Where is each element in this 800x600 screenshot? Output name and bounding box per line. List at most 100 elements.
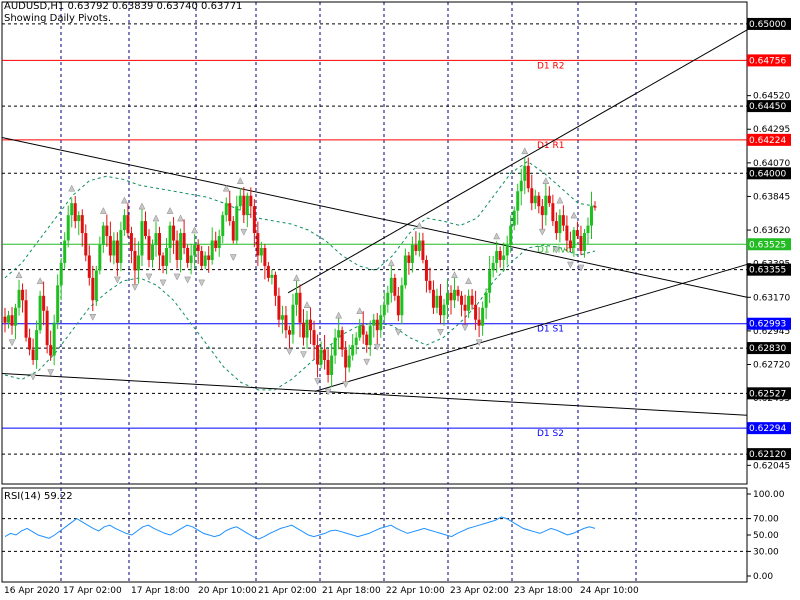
candle-body bbox=[488, 270, 492, 293]
candle-body bbox=[266, 265, 270, 278]
level-price-box bbox=[747, 387, 791, 400]
trend-line bbox=[314, 263, 748, 392]
candle-body bbox=[365, 334, 369, 346]
candle-body bbox=[547, 195, 551, 204]
candle-body bbox=[456, 289, 460, 296]
candle-body bbox=[45, 310, 49, 346]
y-tick-label: 0.62945 bbox=[753, 327, 790, 337]
candle-body bbox=[382, 304, 386, 316]
candle-body bbox=[516, 191, 520, 211]
candle-body bbox=[10, 315, 14, 326]
fractal-up-arrow bbox=[303, 301, 311, 308]
y-tick-label: 0.63620 bbox=[753, 226, 790, 236]
candle-body bbox=[168, 225, 172, 248]
candle-body bbox=[179, 233, 183, 260]
candle-body bbox=[347, 355, 351, 368]
fractal-down-arrow bbox=[286, 348, 293, 356]
candle-body bbox=[424, 259, 428, 281]
candle-body bbox=[435, 295, 439, 308]
candle-body bbox=[431, 289, 435, 308]
candle-body bbox=[115, 240, 119, 263]
fractal-down-arrow bbox=[173, 273, 181, 281]
x-tick-label: 16 Apr 2020 bbox=[4, 586, 60, 596]
candle-body bbox=[572, 230, 576, 248]
fractal-down-arrow bbox=[314, 378, 321, 386]
candle-body bbox=[7, 315, 11, 323]
candle-body bbox=[537, 195, 541, 207]
fractal-down-arrow bbox=[373, 343, 381, 351]
fractal-up-arrow bbox=[293, 274, 300, 282]
candle-body bbox=[316, 345, 320, 365]
fractal-up-arrow bbox=[36, 277, 44, 285]
candle-body bbox=[561, 215, 565, 226]
candle-body bbox=[147, 236, 151, 260]
fractal-up-arrow bbox=[166, 207, 174, 214]
candle-body bbox=[484, 292, 488, 308]
fractal-down-arrow bbox=[300, 351, 307, 359]
fractal-down-arrow bbox=[145, 273, 153, 281]
candle-body bbox=[337, 330, 341, 338]
y-tick-label: 0.64070 bbox=[753, 159, 790, 169]
candle-body bbox=[417, 240, 421, 251]
candle-body bbox=[579, 236, 583, 251]
candle-body bbox=[70, 203, 74, 216]
fractal-up-arrow bbox=[451, 271, 458, 279]
fractal-down-arrow bbox=[324, 388, 332, 396]
x-tick-label: 21 Apr 02:00 bbox=[258, 586, 317, 596]
level-price-box bbox=[747, 342, 791, 355]
candle-body bbox=[291, 304, 295, 335]
candle-body bbox=[175, 240, 179, 260]
x-tick-label: 24 Apr 10:00 bbox=[580, 586, 639, 596]
candle-body bbox=[249, 195, 253, 207]
candle-body bbox=[446, 292, 449, 305]
candle-body bbox=[189, 255, 193, 263]
band-lower bbox=[4, 244, 596, 391]
candle-body bbox=[38, 295, 42, 331]
candle-body bbox=[242, 195, 246, 216]
level-price-box bbox=[747, 17, 791, 30]
fractal-down-arrow bbox=[342, 381, 350, 389]
candle-body bbox=[151, 245, 154, 260]
fractal-up-arrow bbox=[416, 221, 423, 229]
fractal-down-arrow bbox=[184, 276, 192, 284]
candle-body bbox=[217, 236, 221, 248]
candle-body bbox=[112, 240, 116, 256]
fractal-up-arrow bbox=[542, 177, 550, 184]
fractal-down-arrow bbox=[131, 284, 139, 291]
fractal-up-arrow bbox=[177, 214, 184, 222]
candle-body bbox=[554, 221, 558, 234]
candle-body bbox=[129, 233, 133, 251]
candle-body bbox=[565, 225, 569, 241]
fractal-up-arrow bbox=[138, 202, 146, 210]
rsi-line bbox=[4, 516, 596, 540]
fractal-down-arrow bbox=[567, 261, 574, 269]
candle-body bbox=[28, 337, 32, 350]
candle-body bbox=[256, 233, 260, 256]
fractal-up-arrow bbox=[556, 196, 564, 204]
candle-body bbox=[575, 230, 579, 237]
candle-body bbox=[519, 180, 523, 192]
x-tick-label: 23 Apr 18:00 bbox=[514, 586, 573, 596]
candle-body bbox=[49, 345, 53, 356]
candle-body bbox=[544, 195, 548, 216]
candle-body bbox=[80, 215, 84, 234]
fractal-up-arrow bbox=[222, 184, 230, 192]
level-price-box bbox=[747, 54, 791, 67]
candle-body bbox=[3, 316, 7, 323]
candle-body bbox=[323, 349, 327, 361]
candle-body bbox=[551, 203, 555, 222]
candle-body bbox=[56, 285, 60, 323]
candle-body bbox=[407, 255, 411, 263]
level-price-label: 0.65000 bbox=[749, 20, 786, 30]
rsi-y-label: 70.00 bbox=[753, 515, 779, 525]
candle-body bbox=[453, 289, 457, 301]
candle-body bbox=[491, 262, 495, 271]
candle-body bbox=[298, 292, 302, 323]
rsi-y-label: 0.00 bbox=[753, 572, 773, 582]
candle-body bbox=[77, 215, 81, 222]
candle-body bbox=[309, 319, 313, 331]
candle-body bbox=[460, 295, 464, 305]
y-tick-label: 0.64295 bbox=[753, 125, 790, 135]
candle-body bbox=[17, 289, 21, 308]
